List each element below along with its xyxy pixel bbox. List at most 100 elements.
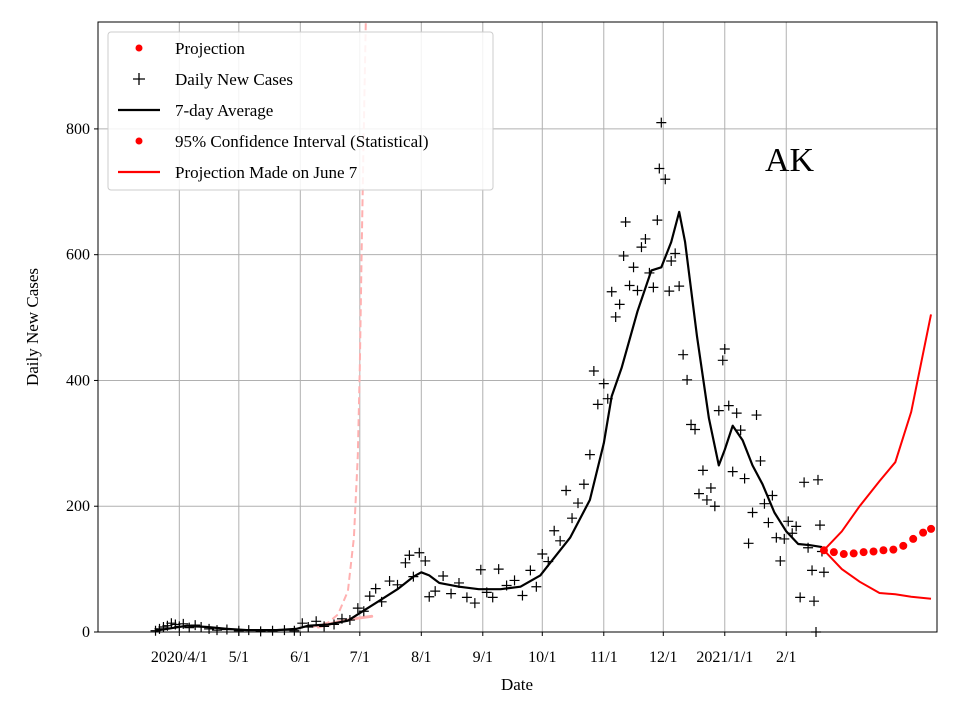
- daily-cases-point: [352, 603, 363, 614]
- daily-cases-point: [731, 408, 742, 419]
- daily-cases-point: [636, 242, 647, 253]
- daily-cases-point: [654, 163, 665, 174]
- daily-cases-point: [743, 538, 754, 549]
- x-tick-label: 10/1: [528, 649, 556, 666]
- daily-cases-point: [184, 622, 195, 633]
- projection-point: [927, 524, 936, 533]
- daily-cases-point: [212, 625, 223, 636]
- daily-cases-point: [584, 449, 595, 460]
- daily-cases-point: [628, 262, 639, 273]
- daily-cases-point: [809, 596, 820, 607]
- daily-cases-point: [690, 424, 701, 435]
- daily-cases-point: [818, 567, 829, 578]
- x-tick-label: 5/1: [229, 649, 249, 666]
- daily-cases-point: [618, 250, 629, 261]
- daily-cases-point: [446, 588, 457, 599]
- daily-cases-point: [384, 576, 395, 587]
- daily-cases-point: [701, 494, 712, 505]
- daily-cases-point: [763, 517, 774, 528]
- seven-day-average-line: [155, 210, 823, 632]
- plot-frame: [97, 21, 938, 633]
- daily-cases-point: [795, 592, 806, 603]
- daily-cases-point: [735, 425, 746, 436]
- legend-swatch-dot: [135, 137, 143, 145]
- daily-cases-point: [430, 586, 441, 597]
- y-tick-label: 0: [82, 624, 90, 641]
- daily-cases-point: [670, 248, 681, 259]
- daily-cases-point: [791, 521, 802, 532]
- daily-cases-point: [517, 590, 528, 601]
- daily-cases-point: [755, 455, 766, 466]
- plot-area: [150, 21, 936, 637]
- ci-lower-line: [823, 549, 932, 600]
- x-tick-label: 8/1: [411, 649, 431, 666]
- projection-point: [819, 546, 828, 555]
- daily-cases-point: [751, 410, 762, 421]
- projection-point: [899, 541, 908, 550]
- daily-cases-point: [578, 479, 589, 490]
- daily-cases-point: [717, 355, 728, 366]
- daily-cases-point: [606, 286, 617, 297]
- projection-point: [869, 547, 878, 556]
- legend-label: 7-day Average: [175, 101, 273, 120]
- daily-cases-point: [592, 399, 603, 410]
- daily-cases-point: [660, 174, 671, 185]
- daily-cases-point: [531, 581, 542, 592]
- daily-cases-point: [648, 282, 659, 293]
- daily-cases-point: [598, 378, 609, 389]
- daily-cases-point: [561, 485, 572, 496]
- legend-label: Daily New Cases: [175, 70, 293, 89]
- daily-cases-point: [537, 549, 548, 560]
- daily-cases-point: [614, 299, 625, 310]
- x-tick-label: 11/1: [590, 649, 618, 666]
- daily-cases-point: [424, 591, 435, 602]
- daily-cases-point: [739, 473, 750, 484]
- legend-label: Projection Made on June 7: [175, 163, 358, 182]
- projection-point: [919, 528, 928, 537]
- daily-cases-point: [713, 405, 724, 416]
- daily-cases-point: [674, 281, 685, 292]
- daily-cases-point: [620, 216, 631, 227]
- daily-cases-point: [487, 592, 498, 603]
- daily-cases-point: [166, 618, 177, 629]
- daily-cases-point: [319, 621, 330, 632]
- ci-upper-line: [823, 314, 932, 551]
- daily-cases-point: [509, 575, 520, 586]
- projection-point: [889, 545, 898, 554]
- x-tick-label: 2020/4/1: [151, 649, 208, 666]
- daily-cases-point: [414, 547, 425, 558]
- legend-swatch-plus: [133, 73, 145, 85]
- projection-point: [849, 549, 858, 558]
- projection-point: [859, 548, 868, 557]
- daily-cases-point: [682, 374, 693, 385]
- daily-cases-point: [709, 501, 720, 512]
- daily-cases-point: [640, 233, 651, 244]
- daily-cases-point: [697, 465, 708, 476]
- legend-box: [107, 31, 494, 191]
- legend-swatch-dot: [135, 44, 143, 52]
- daily-cases-point: [370, 583, 381, 594]
- daily-cases-point: [747, 507, 758, 518]
- daily-cases-point: [588, 366, 599, 377]
- daily-cases-point: [719, 344, 730, 355]
- daily-cases-point: [461, 592, 472, 603]
- daily-cases-point: [475, 564, 486, 575]
- daily-cases-point: [438, 571, 449, 582]
- daily-cases-point: [686, 419, 697, 430]
- projection-point: [829, 548, 838, 557]
- x-tick-label: 2/1: [776, 649, 796, 666]
- y-tick-label: 400: [66, 372, 90, 389]
- y-axis-label: Daily New Cases: [23, 268, 42, 386]
- x-tick-label: 12/1: [649, 649, 677, 666]
- legend-label: Projection: [175, 39, 245, 58]
- daily-cases-point: [404, 550, 415, 561]
- daily-cases-point: [656, 117, 667, 128]
- daily-cases-point: [664, 286, 675, 297]
- daily-cases-point: [610, 311, 621, 322]
- x-tick-label: 7/1: [350, 649, 370, 666]
- daily-cases-point: [567, 513, 578, 524]
- daily-cases-point: [723, 400, 734, 411]
- daily-cases-point: [420, 555, 431, 566]
- daily-cases-point: [289, 625, 300, 636]
